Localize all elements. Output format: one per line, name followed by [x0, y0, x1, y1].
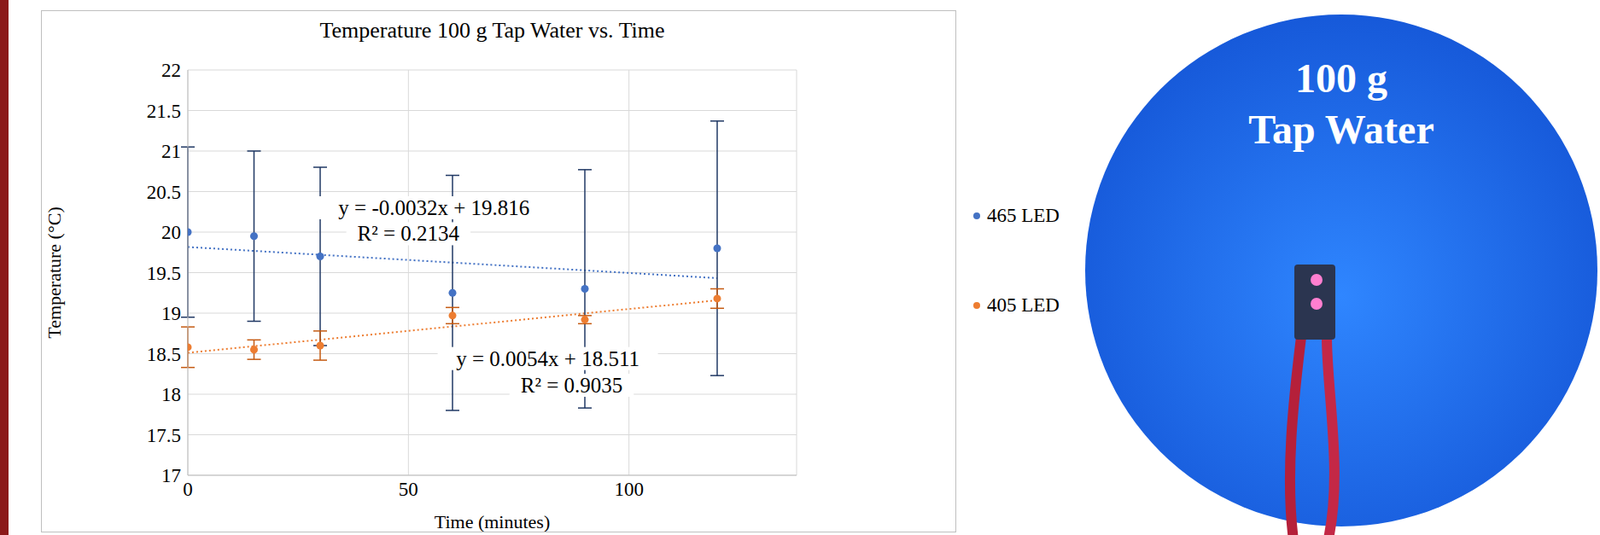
svg-text:20: 20 [161, 221, 182, 244]
svg-text:Temperature (°C): Temperature (°C) [43, 206, 65, 339]
svg-text:18.5: 18.5 [146, 344, 182, 366]
svg-text:19: 19 [161, 303, 182, 325]
svg-text:y = 0.0054x + 18.511: y = 0.0054x + 18.511 [455, 347, 640, 371]
svg-text:21.5: 21.5 [146, 100, 182, 123]
svg-text:18: 18 [161, 384, 182, 406]
svg-text:22: 22 [161, 59, 182, 82]
svg-text:Tap Water: Tap Water [1248, 106, 1434, 152]
html-text:Temperature 100 g Tap Water vs: Temperature 100 g Tap Water vs. Time [319, 17, 665, 43]
svg-text:19.5: 19.5 [146, 262, 182, 285]
svg-text:y = -0.0032x + 19.816: y = -0.0032x + 19.816 [338, 196, 530, 220]
svg-text:0: 0 [182, 478, 193, 501]
svg-text:17: 17 [161, 465, 182, 487]
html-text:405 LED: 405 LED [986, 294, 1060, 316]
html-text:465 LED: 465 LED [986, 204, 1060, 227]
svg-text:17.5: 17.5 [146, 425, 182, 447]
svg-text:Time (minutes): Time (minutes) [434, 511, 550, 532]
svg-text:100 g: 100 g [1295, 55, 1388, 101]
svg-text:100: 100 [613, 478, 644, 501]
svg-text:R² = 0.2134: R² = 0.2134 [357, 221, 461, 246]
svg-text:20.5: 20.5 [146, 181, 182, 204]
svg-text:21: 21 [161, 140, 182, 163]
svg-text:R² = 0.9035: R² = 0.9035 [520, 373, 624, 398]
svg-text:50: 50 [398, 478, 419, 501]
